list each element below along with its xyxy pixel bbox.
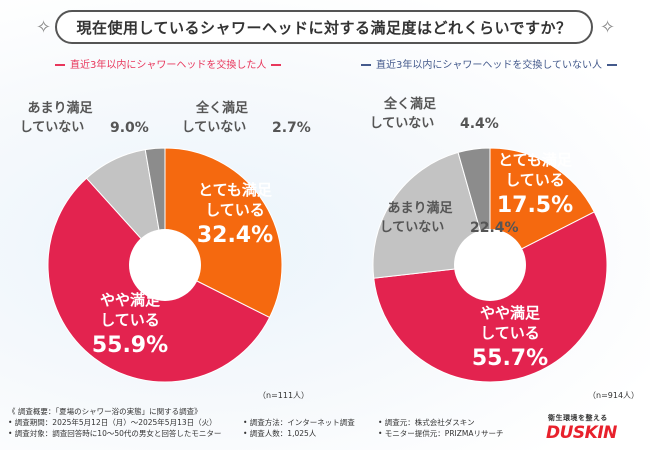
label-not-very-satisfied-line1: あまり満足 <box>27 100 93 116</box>
sparkle-right-icon: ✧ <box>600 17 616 38</box>
left-n-label: （n=111人） <box>258 391 310 400</box>
right-subtitle-text: 直近3年以内にシャワーヘッドを交換していない人 <box>376 60 603 71</box>
label-not-very-satisfied-line1: あまり満足 <box>387 200 453 216</box>
donut-hole <box>454 229 526 301</box>
value-somewhat-satisfied: 55.7% <box>472 346 548 371</box>
label-very-satisfied-line2: している <box>205 201 265 219</box>
value-somewhat-satisfied: 55.9% <box>92 333 168 358</box>
brand-tagline: 衛生環境を整える <box>548 414 608 422</box>
title-text: 現在使用しているシャワーヘッドに対する満足度はどれくらいですか？ <box>76 18 572 37</box>
label-very-satisfied-line1: とても満足 <box>498 151 573 169</box>
value-very-satisfied: 32.4% <box>197 223 273 248</box>
footer-target: • 調査対象：調査回答時に10〜50代の男女と回答したモニター <box>8 429 222 438</box>
page-title: 現在使用しているシャワーヘッドに対する満足度はどれくらいですか？ <box>55 10 593 44</box>
right-chart-subtitle: 直近3年以内にシャワーヘッドを交換していない人 <box>356 56 622 71</box>
label-not-at-all-satisfied-line2: していない <box>370 116 435 131</box>
value-not-very-satisfied: 9.0% <box>110 120 149 136</box>
right-n-label: （n=914人） <box>588 391 640 400</box>
duskin-logo: DUSKIN <box>546 423 617 443</box>
value-not-at-all-satisfied: 4.4% <box>460 116 499 132</box>
value-very-satisfied: 17.5% <box>497 193 573 218</box>
label-not-at-all-satisfied-line1: 全く満足 <box>383 96 437 112</box>
label-somewhat-satisfied-line2: している <box>100 311 160 329</box>
footer-overview: 《 調査概要：「夏場のシャワー浴の実態」に関する調査》 <box>8 407 202 416</box>
footer-period: • 調査期間：2025年5月12日（月）〜2025年5月13日（火） <box>8 418 217 427</box>
footer-method: • 調査方法：インターネット調査 <box>243 418 355 427</box>
slice-very-satisfied <box>489 147 595 266</box>
footer-count: • 調査人数：1,025人 <box>243 429 317 438</box>
value-not-at-all-satisfied: 2.7% <box>272 120 311 136</box>
label-not-very-satisfied-line2: していない <box>380 220 445 235</box>
footer-provider: • モニター提供元：PRIZMAリサーチ <box>378 429 504 438</box>
label-very-satisfied-line2: している <box>505 171 565 189</box>
left-chart-subtitle: 直近3年以内にシャワーヘッドを交換した人 <box>50 56 286 71</box>
label-not-very-satisfied-line2: していない <box>20 120 85 135</box>
survey-footer: 《 調査概要：「夏場のシャワー浴の実態」に関する調査》 • 調査期間：2025年… <box>8 406 528 439</box>
donut-hole <box>129 229 201 301</box>
footer-source: • 調査元：株式会社ダスキン <box>378 418 475 427</box>
value-not-very-satisfied: 22.4% <box>470 220 519 236</box>
label-not-at-all-satisfied-line1: 全く満足 <box>195 100 249 116</box>
sparkle-left-icon: ✧ <box>36 17 52 38</box>
label-somewhat-satisfied-line1: やや満足 <box>100 291 161 309</box>
label-somewhat-satisfied-line2: している <box>480 324 540 342</box>
label-not-at-all-satisfied-line2: していない <box>182 120 247 135</box>
label-very-satisfied-line1: とても満足 <box>198 181 273 199</box>
label-somewhat-satisfied-line1: やや満足 <box>480 304 541 322</box>
left-subtitle-text: 直近3年以内にシャワーヘッドを交換した人 <box>70 60 267 71</box>
